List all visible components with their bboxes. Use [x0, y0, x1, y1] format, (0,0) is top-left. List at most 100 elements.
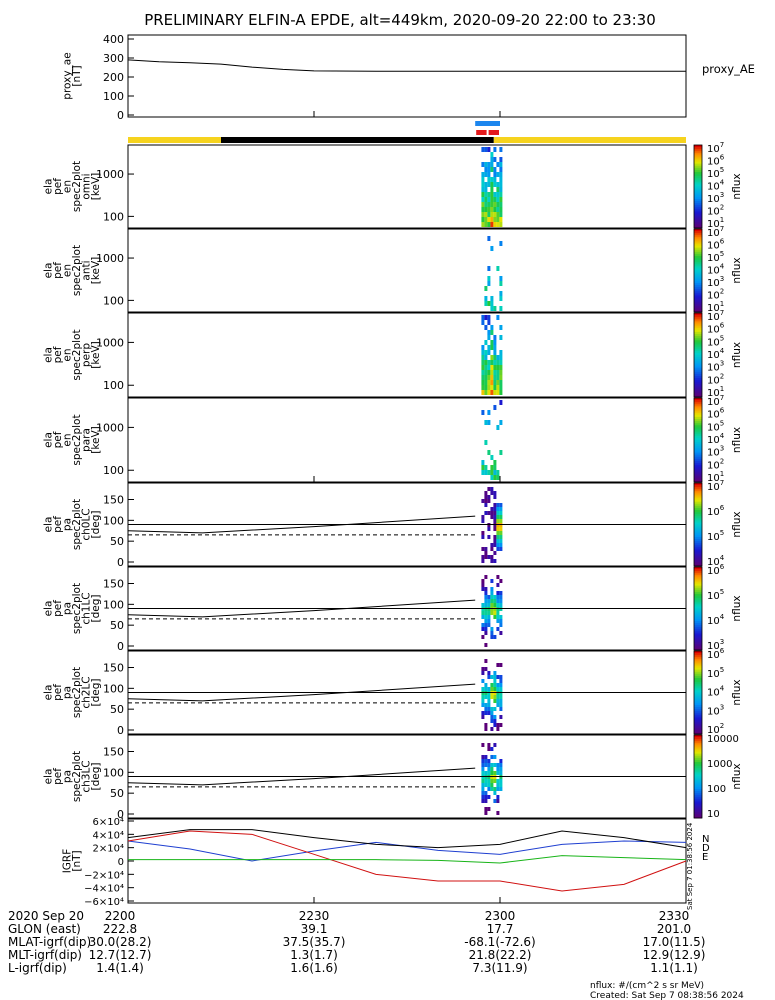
- heatmap-cell: [499, 182, 503, 187]
- colorbar-cell: [694, 303, 702, 307]
- colorbar-tick: 103: [707, 191, 724, 205]
- colorbar-cell: [694, 604, 702, 607]
- pa-ch2LC-label-3: spec2plot: [71, 667, 83, 718]
- heatmap-cell: [484, 595, 488, 599]
- heatmap-cell: [484, 723, 488, 727]
- colorbar-cell: [694, 541, 702, 544]
- heatmap-cell: [484, 763, 488, 767]
- heatmap-cell: [487, 771, 491, 775]
- heatmap-cell: [487, 167, 491, 172]
- heatmap-cell: [487, 487, 491, 491]
- heatmap-cell: [481, 360, 485, 365]
- ytick-label: 0: [117, 640, 124, 653]
- colorbar-cell: [694, 606, 702, 609]
- colorbar-cell: [694, 346, 702, 350]
- colorbar-cell: [694, 456, 702, 460]
- colorbar-cell: [694, 692, 702, 696]
- ytick-label: 1000: [96, 168, 124, 181]
- time-axis: [127, 111, 687, 903]
- pa-ch0LC-label-0: ela: [42, 517, 54, 533]
- colorbar-cell: [694, 635, 702, 639]
- colorbar-cell: [694, 213, 702, 217]
- colorbar-cell: [694, 352, 702, 356]
- colorbar-cell: [694, 280, 702, 284]
- heatmap-cell: [493, 771, 497, 775]
- colorbar-cell: [694, 553, 702, 557]
- heatmap-cell: [496, 390, 500, 395]
- colorbar-cell: [694, 571, 702, 574]
- igrf-series-E: [128, 855, 687, 864]
- heatmap-cell: [490, 470, 494, 475]
- colorbar-cell: [694, 307, 702, 311]
- colorbar-cell: [694, 376, 702, 379]
- igrf-frame: [127, 818, 687, 904]
- colorbar-frame: [693, 566, 703, 651]
- colorbar-cell: [694, 487, 702, 490]
- heatmap-cell: [493, 791, 497, 795]
- colorbar-cell: [694, 471, 702, 475]
- loss-cone-line: [127, 515, 476, 534]
- heatmap-cell: [490, 595, 494, 599]
- colorbar-cell: [694, 336, 702, 339]
- heatmap-cell: [499, 531, 503, 535]
- colorbar-cell: [694, 627, 702, 630]
- colorbar-tick: 102: [707, 204, 724, 218]
- colorbar-cell: [694, 373, 702, 377]
- colorbar-cell: [694, 526, 702, 530]
- heatmap-cell: [487, 202, 491, 207]
- heatmap-cell: [490, 627, 494, 631]
- colorbar-cell: [694, 247, 702, 251]
- colorbar-tick: 104: [707, 347, 725, 361]
- colorbar-cell: [694, 813, 702, 817]
- colorbar-cell: [694, 497, 702, 501]
- colorbar-cell: [694, 623, 702, 626]
- heatmap-cell: [487, 703, 491, 707]
- heatmap-cell: [481, 767, 485, 771]
- colorbar-tick: 105: [707, 334, 724, 348]
- heatmap-cell: [496, 527, 500, 531]
- colorbar-cell: [694, 774, 702, 777]
- colorbar-cell: [694, 731, 702, 735]
- info-value: -68.1(-72.6): [464, 935, 535, 949]
- colorbar-cell: [694, 753, 702, 757]
- heatmap-cell: [493, 405, 497, 410]
- heatmap-cell: [499, 759, 503, 763]
- colorbar-cell: [694, 795, 702, 798]
- heatmap-cell: [481, 370, 485, 375]
- heatmap-cell: [487, 511, 491, 515]
- heatmap-cell: [481, 182, 485, 187]
- pa-ch0LC-panel: 150100500elapefpaspec2plotch0LC[deg]1071…: [42, 479, 743, 569]
- heatmap-cell: [493, 675, 497, 679]
- heatmap-cell: [487, 623, 491, 627]
- heatmap-cell: [481, 583, 485, 587]
- heatmap-cell: [493, 365, 497, 370]
- pa-ch3LC-label-0: ela: [42, 769, 54, 785]
- heatmap-cell: [484, 499, 488, 503]
- colorbar-cell: [694, 547, 702, 550]
- heatmap-cell: [484, 575, 488, 579]
- heatmap-cell: [481, 615, 485, 619]
- colorbar-cell: [694, 573, 702, 576]
- colorbar-tick: 107: [707, 479, 724, 493]
- heatmap-cell: [484, 325, 488, 330]
- colorbar-cell: [694, 811, 702, 815]
- heatmap-cell: [487, 619, 491, 623]
- heatmap-cell: [490, 559, 494, 563]
- heatmap-cell: [481, 679, 485, 683]
- heatmap-cell: [487, 370, 491, 375]
- info-label: MLT-igrf(dip): [8, 948, 82, 962]
- heatmap-cell: [490, 695, 494, 699]
- colorbar-cell: [694, 499, 702, 503]
- colorbar-cell: [694, 782, 702, 786]
- heatmap-cell: [493, 635, 497, 639]
- heatmap-cell: [487, 177, 491, 182]
- colorbar-label: nflux: [731, 511, 743, 537]
- colorbar-tick: 106: [707, 407, 725, 421]
- heatmap-cell: [484, 212, 488, 217]
- heatmap-cell: [490, 187, 494, 192]
- heatmap-cell: [493, 207, 497, 212]
- colorbar-cell: [694, 287, 702, 290]
- heatmap-cell: [490, 547, 494, 551]
- colorbar-cell: [694, 696, 702, 700]
